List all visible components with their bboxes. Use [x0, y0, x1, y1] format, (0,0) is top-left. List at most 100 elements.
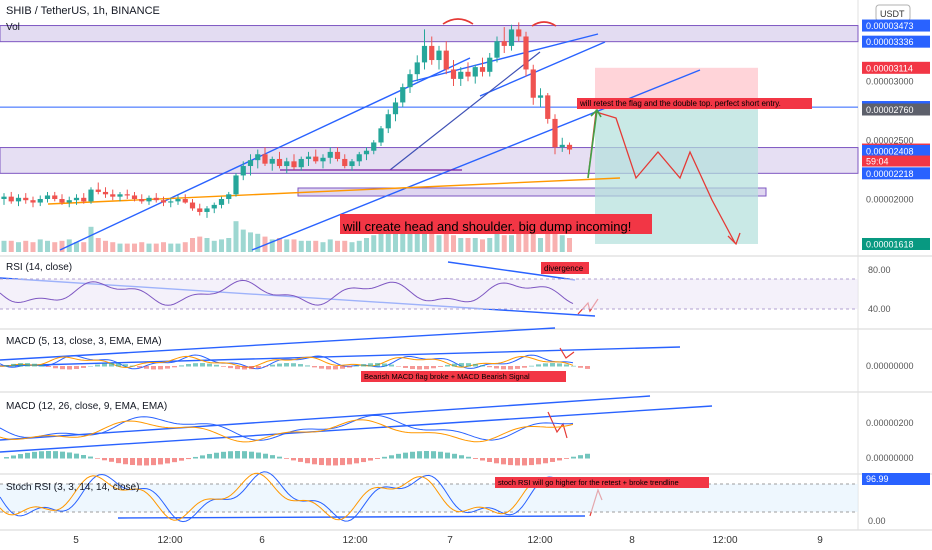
- macd2-histogram-bar: [543, 458, 548, 464]
- channel-upper-line: [409, 33, 599, 83]
- macd1-histogram-bar: [459, 363, 464, 367]
- macd1-histogram-bar: [137, 366, 142, 368]
- macd2-histogram-bar: [501, 458, 506, 465]
- macd1-histogram-bar: [249, 366, 254, 370]
- candle-body: [356, 154, 362, 162]
- stoch-badge-box: [862, 473, 930, 485]
- volume-bar: [16, 242, 21, 252]
- volume-bar: [400, 226, 406, 252]
- rsi-tick-80: 80.00: [868, 265, 891, 275]
- volume-bar: [494, 232, 500, 252]
- candle-body: [197, 208, 203, 212]
- macd1-histogram-bar: [466, 363, 471, 367]
- macd2-histogram-bar: [11, 455, 16, 459]
- price-marker-label: 0.00003336: [866, 37, 914, 47]
- macd2-histogram-bar: [375, 458, 380, 459]
- divergence-note-box: [541, 262, 589, 274]
- macd2-histogram-bar: [361, 458, 366, 463]
- macd2-arrow: [547, 411, 568, 439]
- rsi-band: [0, 279, 858, 309]
- macd2-histogram-bar: [403, 452, 408, 459]
- macd1-histogram-bar: [305, 365, 310, 367]
- candle-body: [371, 142, 377, 151]
- macd1-histogram-bar: [193, 363, 198, 367]
- volume-bar: [349, 242, 355, 252]
- macd1-histogram-bar: [242, 366, 247, 370]
- candle-body: [421, 45, 428, 63]
- macd1-histogram-bar: [18, 363, 23, 367]
- currency-badge: USDT: [880, 9, 905, 19]
- macd2-histogram-bar: [515, 458, 520, 466]
- macd2-histogram-bar: [550, 458, 555, 462]
- macd1-upper-trendline: [0, 327, 556, 361]
- candle-body: [168, 201, 174, 203]
- macd1-histogram-bar: [228, 366, 233, 369]
- price-marker-box: [862, 167, 930, 180]
- candle-body: [385, 114, 391, 129]
- candle-body: [305, 156, 312, 159]
- rising-wedge-line: [479, 41, 606, 97]
- candle-body: [458, 71, 464, 79]
- macd1-arrow: [559, 347, 575, 359]
- volume-bar: [559, 235, 565, 252]
- macd2-histogram-bar: [424, 451, 429, 459]
- volume-bar: [436, 235, 442, 252]
- macd2-tick-top: 0.00000200: [866, 418, 914, 428]
- macd1-histogram-bar: [340, 366, 345, 369]
- macd1-histogram-bar: [39, 364, 44, 367]
- macd2-histogram-bar: [473, 458, 478, 459]
- candle-body: [153, 197, 159, 201]
- macd2-signal: [0, 419, 574, 443]
- candle-body: [429, 45, 435, 61]
- macd2-histogram-bar: [354, 458, 359, 464]
- candle-body: [211, 204, 217, 209]
- macd1-histogram-bar: [473, 363, 478, 367]
- candle-body: [501, 41, 507, 46]
- macd1-histogram-bar: [557, 363, 562, 367]
- macd2-histogram-bar: [88, 456, 93, 459]
- macd1-histogram-bar: [172, 366, 177, 368]
- candle-body: [392, 102, 399, 115]
- candle-body: [545, 95, 551, 119]
- volume-bar: [124, 243, 130, 252]
- volume-bar: [182, 242, 188, 252]
- candle-body: [255, 154, 261, 161]
- macd2-histogram-bar: [312, 458, 317, 465]
- volume-bar: [320, 242, 326, 252]
- volume-bar: [298, 240, 304, 252]
- macd1-histogram-bar: [326, 366, 331, 370]
- macd1-histogram-bar: [32, 363, 37, 367]
- macd2-histogram-bar: [417, 451, 422, 459]
- macd1-histogram-bar: [354, 365, 359, 367]
- macd1-histogram-bar: [508, 366, 513, 370]
- macd1-histogram-bar: [179, 365, 184, 367]
- candle-body: [81, 197, 87, 202]
- macd1-histogram-bar: [95, 364, 100, 367]
- macd2-histogram-bar: [557, 458, 562, 461]
- candle-body: [516, 29, 522, 37]
- resistance-zone: [0, 25, 859, 43]
- candle-body: [23, 197, 29, 201]
- volume-bar: [422, 226, 427, 252]
- macd2-histogram-bar: [508, 458, 513, 466]
- time-label: 6: [259, 535, 265, 546]
- price-marker-box: [862, 19, 930, 32]
- candle-body: [139, 199, 145, 202]
- rsi-divergence-line: [447, 261, 576, 281]
- rsi-line: [0, 279, 574, 306]
- candle-body: [44, 195, 51, 200]
- price-marker-label: 0.00003114: [866, 63, 913, 73]
- macd2-histogram-bar: [109, 458, 114, 462]
- macd1-histogram-bar: [235, 366, 240, 370]
- macd1-histogram-bar: [88, 365, 93, 367]
- macd2-histogram-bar: [347, 458, 352, 465]
- retest-note-box: [577, 98, 812, 109]
- inner-wedge-line: [389, 51, 541, 171]
- candle-body: [414, 62, 420, 75]
- volume-bar: [407, 229, 413, 252]
- volume-bar: [487, 238, 493, 252]
- macd2-histogram-bar: [333, 458, 338, 466]
- macd2-histogram-bar: [452, 453, 457, 459]
